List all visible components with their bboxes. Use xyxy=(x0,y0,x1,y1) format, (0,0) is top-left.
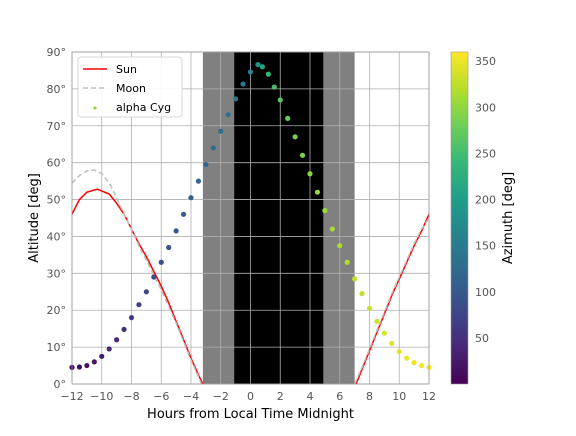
alpha-cyg-point xyxy=(151,274,157,280)
axes-frame xyxy=(71,51,430,385)
colorbar: 50 100 150 200 250 300 350 xyxy=(450,51,496,385)
alpha-cyg-point xyxy=(292,134,298,140)
alpha-cyg-point xyxy=(381,330,387,336)
alpha-cyg-point xyxy=(128,315,135,321)
alpha-cyg-point xyxy=(307,171,313,177)
colorbar-tick-label: 150 xyxy=(475,240,496,253)
alpha-cyg-point xyxy=(265,71,271,77)
y-tick-label: 10° xyxy=(47,341,67,354)
alpha-cyg-point xyxy=(271,84,277,90)
alpha-cyg-point xyxy=(285,115,291,121)
moon-line xyxy=(353,217,430,385)
alpha-cyg-point xyxy=(247,69,254,75)
y-tick-label: 80° xyxy=(47,83,67,96)
alpha-cyg-point xyxy=(136,302,142,308)
colorbar-tick-label: 300 xyxy=(475,101,496,114)
legend: Sun Moon alpha Cyg xyxy=(77,56,183,118)
twilight-band-0 xyxy=(202,52,235,384)
alpha-cyg-point xyxy=(255,61,261,68)
alpha-cyg-point xyxy=(404,355,410,361)
night-band xyxy=(234,52,324,384)
alpha-cyg-point xyxy=(366,305,373,311)
x-axis-label: Hours from Local Time Midnight xyxy=(147,407,354,422)
alpha-cyg-point xyxy=(180,211,187,217)
alpha-cyg-point xyxy=(352,276,358,282)
alpha-cyg-point xyxy=(374,318,380,324)
alpha-cyg-point xyxy=(99,353,105,359)
y-tick-label: 20° xyxy=(47,304,67,317)
x-tick-label: −2 xyxy=(213,390,229,403)
alpha-cyg-point xyxy=(396,348,402,355)
alpha-cyg-point xyxy=(389,340,395,347)
x-tick-label: −12 xyxy=(60,390,83,403)
legend-label: Moon xyxy=(116,82,146,95)
alpha-cyg-point xyxy=(337,243,343,249)
x-tick-label: 10 xyxy=(392,390,406,403)
alpha-cyg-point xyxy=(329,226,335,232)
x-tick-label: 4 xyxy=(307,390,314,403)
alpha-cyg-point xyxy=(344,259,350,265)
alpha-cyg-point xyxy=(84,362,90,369)
sun-line xyxy=(71,188,204,385)
alpha-cyg-point xyxy=(314,189,321,195)
x-tick-label: 0 xyxy=(247,390,254,403)
alpha-cyg-point xyxy=(203,161,209,168)
alpha-cyg-point xyxy=(188,195,194,201)
x-tick-label: −10 xyxy=(90,390,113,403)
alpha-cyg-point xyxy=(173,228,179,234)
alpha-cyg-point xyxy=(143,289,149,295)
legend-marker-alpha-cyg xyxy=(93,106,97,110)
alpha-cyg-point xyxy=(411,360,417,366)
alpha-cyg-point xyxy=(114,337,120,343)
x-tick-label: 2 xyxy=(277,390,284,403)
alpha-cyg-point xyxy=(210,145,216,151)
colorbar-tick-label: 250 xyxy=(475,147,496,160)
x-tick-label: −8 xyxy=(123,390,139,403)
legend-label: alpha Cyg xyxy=(116,101,171,114)
colorbar-tick-label: 100 xyxy=(475,286,496,299)
y-tick-label: 40° xyxy=(47,230,67,243)
alpha-cyg-point xyxy=(233,96,239,102)
y-tick-label: 90° xyxy=(47,46,67,59)
x-tick-label: 8 xyxy=(366,390,373,403)
colorbar-tick-label: 350 xyxy=(475,55,496,68)
alpha-cyg-point xyxy=(158,259,164,265)
x-tick-label: 6 xyxy=(336,390,343,403)
x-tick-label: 12 xyxy=(422,390,436,403)
legend-label: Sun xyxy=(116,63,137,76)
alpha-cyg-point xyxy=(195,178,202,184)
twilight-band-1 xyxy=(323,52,355,384)
alpha-cyg-point xyxy=(166,244,172,251)
y-tick-label: 60° xyxy=(47,157,67,170)
moon-line xyxy=(71,169,203,385)
alpha-cyg-point xyxy=(225,112,231,118)
colorbar-tick-label: 50 xyxy=(475,332,489,345)
alpha-cyg-point xyxy=(322,208,328,214)
x-tick-label: −4 xyxy=(183,390,199,403)
alpha-cyg-point xyxy=(121,326,127,333)
legend-box xyxy=(77,56,183,118)
alpha-cyg-point xyxy=(218,128,224,134)
alpha-cyg-point xyxy=(240,81,246,87)
alpha-cyg-point xyxy=(359,291,365,297)
y-axis-label: Altitude [deg] xyxy=(27,173,42,263)
x-tick-label: −6 xyxy=(153,390,169,403)
y-tick-label: 30° xyxy=(47,267,67,280)
alpha-cyg-point xyxy=(299,152,306,158)
colorbar-label: Azimuth [deg] xyxy=(501,172,516,264)
alpha-cyg-point xyxy=(76,364,83,370)
y-tick-label: 50° xyxy=(47,194,67,207)
alpha-cyg-point xyxy=(277,97,283,103)
colorbar-scale xyxy=(450,51,469,385)
alpha-cyg-point xyxy=(106,346,112,352)
alpha-cyg-point xyxy=(91,359,97,365)
y-tick-label: 0° xyxy=(54,378,67,391)
alpha-cyg-point xyxy=(418,362,425,369)
alpha-cyg-point xyxy=(259,64,265,70)
colorbar-tick-label: 200 xyxy=(475,194,496,207)
y-tick-label: 70° xyxy=(47,120,67,133)
